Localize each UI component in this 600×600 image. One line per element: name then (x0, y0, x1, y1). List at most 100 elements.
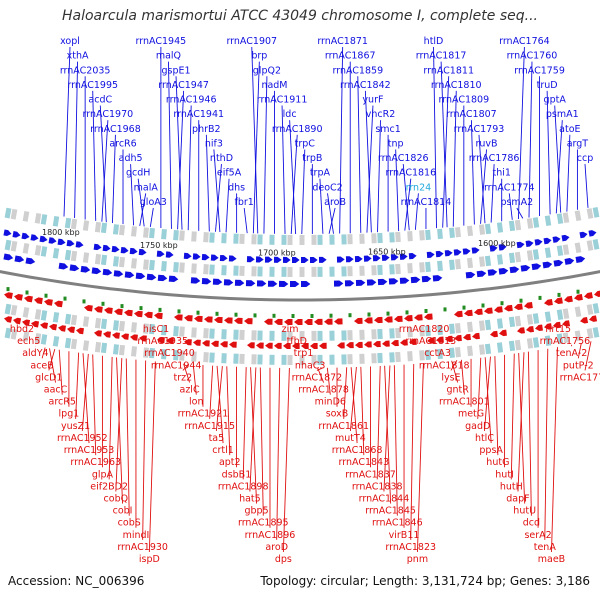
forward-gene-label[interactable]: vhcR2 (366, 109, 396, 120)
forward-gene-label[interactable]: trpC (295, 138, 316, 149)
reverse-gene-label[interactable]: rrnAC1896 (245, 530, 296, 541)
forward-gene-label[interactable]: glpQ2 (253, 65, 281, 76)
forward-gene-label[interactable]: rrnAC1817 (416, 51, 467, 62)
forward-gene-label[interactable]: rrnAC1945 (136, 36, 187, 47)
forward-gene-label[interactable]: nthD (210, 153, 233, 164)
reverse-gene-label[interactable]: cobS (118, 518, 141, 529)
forward-gene-label[interactable]: rrnAC1947 (158, 80, 209, 91)
reverse-gene-label[interactable]: rrnAC1868 (332, 445, 383, 456)
reverse-gene-label[interactable]: rrnAC1846 (372, 518, 423, 529)
reverse-gene-label[interactable]: maeB (538, 554, 565, 565)
reverse-gene-label[interactable]: pnm (407, 554, 428, 565)
reverse-gene-label[interactable]: ppsA (479, 445, 503, 456)
forward-gene-label[interactable]: rrnAC2035 (60, 65, 111, 76)
forward-gene-label[interactable]: arcR6 (109, 138, 136, 149)
reverse-gene-label[interactable]: rrnAC1944 (151, 360, 202, 371)
reverse-gene-label[interactable]: yusZ1 (61, 421, 90, 432)
reverse-gene-label[interactable]: rrnAC1935 (137, 336, 188, 347)
forward-gene-label[interactable]: gloA3 (140, 197, 167, 208)
reverse-gene-label[interactable]: rrnAC1963 (70, 457, 121, 468)
forward-gene-label[interactable]: rrnAC1941 (173, 109, 224, 120)
reverse-gene-label[interactable]: rrnAC1940 (144, 348, 195, 359)
forward-gene-label[interactable]: rrnAC1995 (67, 80, 118, 91)
forward-gene-label[interactable]: brp (251, 51, 267, 62)
reverse-gene-label[interactable]: ispD (139, 554, 160, 565)
reverse-gene-label[interactable]: glcD1 (35, 372, 62, 383)
reverse-gene-label[interactable]: rrnAC1756 (540, 336, 591, 347)
reverse-gene-label[interactable]: apt2 (219, 457, 241, 468)
reverse-gene-label[interactable]: aroD (265, 542, 288, 553)
reverse-gene-label[interactable]: rrnAC1843 (339, 457, 390, 468)
forward-gene-label[interactable]: ldc (283, 109, 297, 120)
reverse-gene-label[interactable]: lpg1 (59, 409, 80, 420)
reverse-gene-label[interactable]: rrnAC1838 (352, 481, 403, 492)
reverse-gene-label[interactable]: hisC1 (143, 324, 169, 335)
reverse-gene-label[interactable]: aacC (44, 385, 68, 396)
forward-gene-label[interactable]: rrnAC1968 (90, 124, 141, 135)
forward-gene-label[interactable]: ruvB (476, 138, 498, 149)
reverse-gene-label[interactable]: crtl1 (212, 445, 234, 456)
forward-gene-label[interactable]: rrnAC1759 (514, 65, 565, 76)
forward-gene-label[interactable]: dhs (228, 182, 245, 193)
forward-gene-label[interactable]: atoE (559, 124, 580, 135)
forward-gene-label[interactable]: rrnAC1811 (423, 65, 474, 76)
reverse-gene-label[interactable]: trp1 (294, 348, 314, 359)
reverse-gene-label[interactable]: cobI (113, 506, 133, 517)
reverse-gene-label[interactable]: dps (275, 554, 292, 565)
reverse-gene-label[interactable]: rrnAC1921 (178, 409, 229, 420)
forward-gene-label[interactable]: rrn24 (406, 182, 432, 193)
forward-gene-label[interactable]: psmA1 (546, 109, 579, 120)
forward-gene-label[interactable]: smc1 (375, 124, 400, 135)
reverse-gene-label[interactable]: rrnAC1895 (238, 518, 289, 529)
forward-gene-label[interactable]: rrnAC1774 (484, 182, 535, 193)
forward-gene-label[interactable]: thi1 (492, 168, 510, 179)
forward-gene-label[interactable]: rrnAC1814 (401, 197, 452, 208)
forward-gene-label[interactable]: malA (134, 182, 159, 193)
forward-gene-label[interactable]: trpB (302, 153, 322, 164)
reverse-gene-label[interactable]: rrnAC1915 (184, 421, 235, 432)
reverse-gene-label[interactable]: htlC (475, 433, 494, 444)
reverse-gene-label[interactable]: hutH (500, 481, 523, 492)
forward-gene-label[interactable]: gptA (544, 95, 567, 106)
reverse-gene-label[interactable]: rrnAC1844 (359, 493, 410, 504)
forward-gene-label[interactable]: nadM (261, 80, 287, 91)
reverse-gene-label[interactable]: rrnAC1861 (318, 421, 369, 432)
reverse-gene-label[interactable]: lysE (441, 372, 460, 383)
forward-gene-label[interactable]: rrnAC1907 (226, 36, 277, 47)
reverse-gene-label[interactable]: ech5 (17, 336, 40, 347)
forward-gene-label[interactable]: rrnAC1764 (499, 36, 550, 47)
forward-gene-label[interactable]: deoC2 (312, 182, 342, 193)
forward-gene-label[interactable]: rrnAC1911 (257, 95, 308, 106)
forward-gene-label[interactable]: ccp (577, 153, 593, 164)
forward-gene-label[interactable]: psmA2 (500, 197, 533, 208)
reverse-gene-label[interactable]: trz2 (174, 372, 193, 383)
forward-gene-label[interactable]: rrnAC1810 (431, 80, 482, 91)
reverse-gene-label[interactable]: lon (189, 397, 203, 408)
reverse-gene-label[interactable]: hbd2 (10, 324, 34, 335)
reverse-gene-label[interactable]: metG (458, 409, 484, 420)
forward-gene-label[interactable]: truD (537, 80, 558, 91)
reverse-gene-label[interactable]: rrnAC1953 (64, 445, 115, 456)
reverse-gene-label[interactable]: cobQ (104, 493, 129, 504)
forward-gene-label[interactable]: rrnAC1793 (454, 124, 505, 135)
reverse-gene-label[interactable]: minD6 (315, 397, 346, 408)
reverse-gene-label[interactable]: virB11 (389, 530, 420, 541)
reverse-gene-label[interactable]: rrnAC1872 (292, 372, 343, 383)
reverse-gene-label[interactable]: tfbD (287, 336, 307, 347)
reverse-gene-label[interactable]: soxB (326, 409, 349, 420)
reverse-gene-label[interactable]: gadD (465, 421, 490, 432)
forward-gene-label[interactable]: tnp (388, 138, 404, 149)
reverse-gene-label[interactable]: rrnAC1952 (57, 433, 108, 444)
forward-gene-label[interactable]: rrnAC1970 (83, 109, 134, 120)
forward-gene-label[interactable]: rrnAC1760 (507, 51, 558, 62)
reverse-gene-label[interactable]: dsbB1 (222, 469, 252, 480)
forward-gene-label[interactable]: rrnAC1826 (378, 153, 429, 164)
forward-gene-label[interactable]: xopl (60, 36, 80, 47)
reverse-gene-label[interactable]: gntR (446, 385, 469, 396)
forward-gene-label[interactable]: nif3 (205, 138, 223, 149)
forward-gene-label[interactable]: eif5A (217, 168, 242, 179)
forward-gene-label[interactable]: fbr1 (235, 197, 254, 208)
forward-gene-label[interactable]: argT (567, 138, 589, 149)
reverse-gene-label[interactable]: rrnAC1845 (365, 506, 416, 517)
reverse-gene-label[interactable]: hutU (513, 506, 536, 517)
